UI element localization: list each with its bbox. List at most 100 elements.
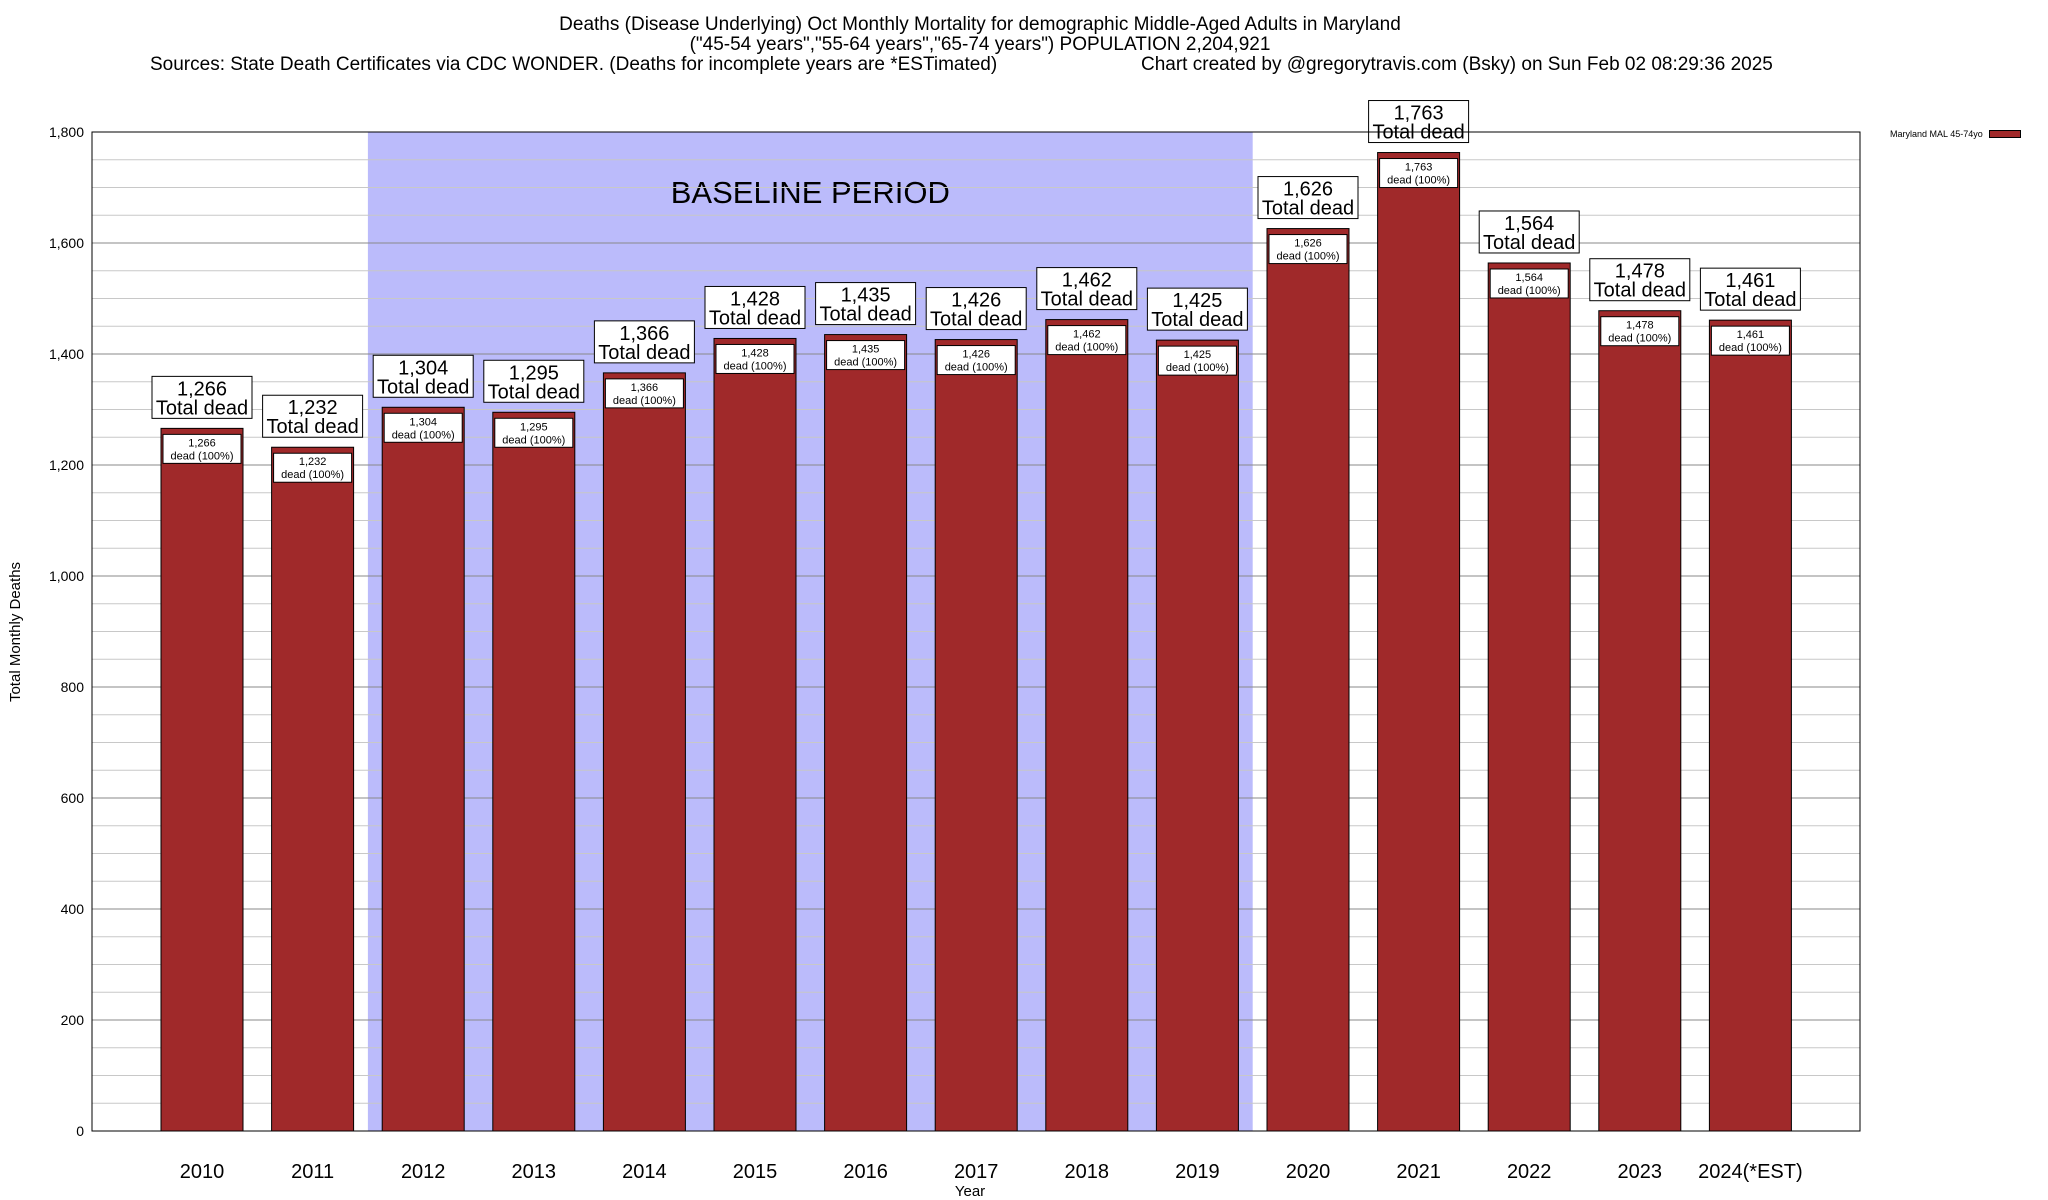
total-dead-label: Total dead [1262,198,1354,220]
inner-label-box [1157,345,1237,376]
inner-percent-label: dead (100%) [1166,362,1229,374]
x-tick-label: 2019 [1175,1161,1220,1183]
total-value-label: 1,426 [951,290,1001,312]
inner-label-box [494,417,574,448]
inner-value-label: 1,266 [188,437,216,449]
x-tick-label: 2023 [1618,1161,1663,1183]
legend-swatch [1988,130,2021,138]
total-value-label: 1,478 [1615,261,1665,283]
x-tick-label: 2020 [1286,1161,1331,1183]
inner-label-box [383,412,463,443]
inner-percent-label: dead (100%) [1277,251,1340,263]
inner-percent-label: dead (100%) [1387,175,1450,187]
inner-value-label: 1,564 [1515,272,1543,284]
total-label-box [1146,287,1248,331]
x-tick-label: 2011 [291,1161,334,1183]
total-dead-label: Total dead [819,304,911,326]
bar [934,339,1018,1132]
y-tick-label: 200 [61,1012,85,1028]
total-dead-label: Total dead [1041,289,1133,311]
total-value-label: 1,425 [1172,290,1222,312]
inner-percent-label: dead (100%) [834,357,897,369]
x-tick-label: 2022 [1507,1161,1552,1183]
y-tick-label: 400 [61,901,85,917]
y-tick-label: 0 [76,1123,84,1139]
total-value-label: 1,626 [1283,179,1333,201]
total-value-label: 1,461 [1725,270,1775,292]
total-value-label: 1,232 [288,397,338,419]
total-dead-label: Total dead [709,307,801,329]
total-label-box [151,375,253,419]
x-tick-label: 2018 [1065,1161,1110,1183]
x-tick-label: 2015 [733,1161,778,1183]
chart-subtitle: ("45-54 years","55-64 years","65-74 year… [689,34,1271,55]
x-tick-label: 2012 [401,1161,446,1183]
x-tick-label: 2024(*EST) [1698,1161,1803,1183]
total-label-box [925,287,1027,331]
inner-label-box [1379,158,1459,189]
total-dead-label: Total dead [598,342,690,364]
x-tick-label: 2021 [1396,1161,1441,1183]
total-dead-label: Total dead [1704,289,1796,311]
y-tick-label: 1,000 [49,568,84,584]
total-label-box [1478,210,1580,254]
inner-percent-label: dead (100%) [1055,342,1118,354]
inner-percent-label: dead (100%) [1608,333,1671,345]
y-tick-label: 800 [61,679,85,695]
inner-percent-label: dead (100%) [1719,342,1782,354]
inner-value-label: 1,232 [299,456,327,468]
total-dead-label: Total dead [156,397,248,419]
total-dead-label: Total dead [1372,122,1464,144]
total-label-box [1699,267,1801,311]
bar [713,337,797,1132]
total-dead-label: Total dead [1483,232,1575,254]
total-value-label: 1,428 [730,288,780,310]
inner-value-label: 1,425 [1184,349,1212,361]
total-label-box [372,354,474,398]
bar [1155,339,1239,1132]
y-tick-label: 1,800 [49,124,84,140]
bar [824,334,908,1132]
x-axis-label: Year [955,1183,985,1200]
chart-title: Deaths (Disease Underlying) Oct Monthly … [559,14,1401,35]
total-value-label: 1,462 [1062,270,1112,292]
inner-label-box [826,340,906,371]
inner-percent-label: dead (100%) [613,395,676,407]
x-tick-label: 2010 [180,1161,225,1183]
total-value-label: 1,763 [1394,103,1444,125]
total-label-box [1368,100,1470,144]
bar [1377,152,1461,1132]
x-tick-label: 2013 [512,1161,557,1183]
total-dead-label: Total dead [930,309,1022,331]
bar [492,411,576,1132]
inner-label-box [715,343,795,374]
bar [1598,310,1682,1132]
inner-label-box [1489,268,1569,299]
y-tick-label: 1,600 [49,235,84,251]
inner-label-box [273,452,353,483]
inner-label-box [1710,325,1790,356]
inner-value-label: 1,435 [852,344,880,356]
legend: Maryland MAL 45-74yo [1890,129,2021,139]
inner-value-label: 1,304 [409,416,437,428]
inner-value-label: 1,366 [631,382,659,394]
legend-label: Maryland MAL 45-74yo [1890,129,1983,139]
x-tick-label: 2014 [622,1161,667,1183]
total-value-label: 1,304 [398,357,448,379]
inner-label-box [1268,234,1348,265]
bar [1708,319,1792,1132]
bar [1487,262,1571,1132]
x-tick-label: 2017 [954,1161,999,1183]
chart-source: Sources: State Death Certificates via CD… [150,54,998,75]
total-dead-label: Total dead [266,416,358,438]
inner-value-label: 1,426 [962,349,990,361]
total-value-label: 1,564 [1504,213,1554,235]
inner-value-label: 1,462 [1073,329,1101,341]
inner-percent-label: dead (100%) [724,360,787,372]
y-axis-label: Total Monthly Deaths [7,562,24,702]
total-value-label: 1,435 [841,285,891,307]
inner-percent-label: dead (100%) [945,362,1008,374]
bar [1045,319,1129,1132]
total-label-box [593,320,695,364]
